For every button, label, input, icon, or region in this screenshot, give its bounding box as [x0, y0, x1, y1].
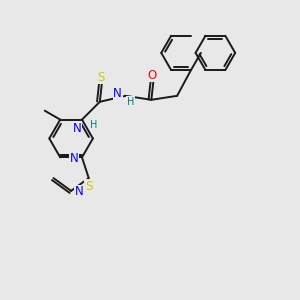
Text: N: N — [75, 185, 83, 198]
Text: N: N — [70, 152, 78, 165]
Text: S: S — [85, 179, 92, 193]
Text: H: H — [90, 120, 98, 130]
Text: N: N — [113, 87, 122, 100]
Text: O: O — [148, 68, 157, 82]
Text: S: S — [97, 70, 104, 83]
Text: N: N — [73, 122, 81, 135]
Text: H: H — [127, 97, 134, 107]
